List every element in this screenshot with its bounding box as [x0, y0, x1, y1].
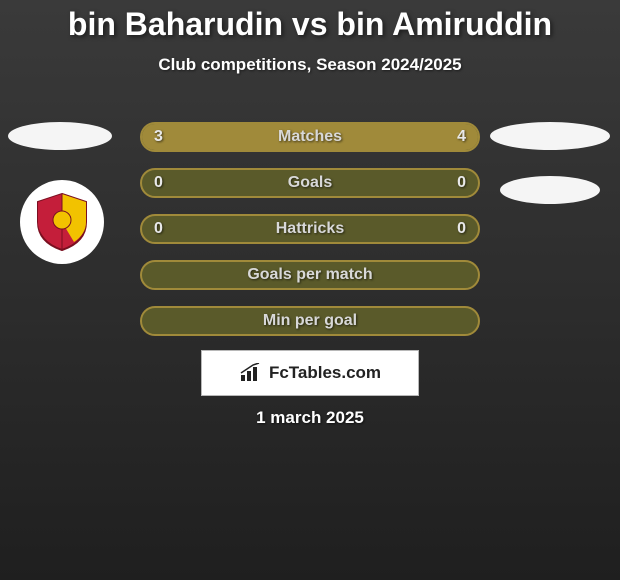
stat-bars: 34Matches 00Goals 00Hattricks Goals per mat… — [140, 122, 480, 352]
subtitle: Club competitions, Season 2024/2025 — [0, 55, 620, 75]
brand-badge: FcTables.com — [201, 350, 419, 396]
stat-bar: Min per goal — [140, 306, 480, 336]
club-oval-right-1 — [490, 122, 610, 150]
stat-bar: 00Goals — [140, 168, 480, 198]
stat-bar: 00Hattricks — [140, 214, 480, 244]
bar-label: Matches — [142, 124, 478, 150]
shield-icon — [30, 190, 94, 254]
comparison-infographic: bin Baharudin vs bin Amiruddin Club comp… — [0, 0, 620, 580]
bar-label: Goals per match — [142, 262, 478, 288]
club-oval-left-1 — [8, 122, 112, 150]
bar-chart-icon — [239, 363, 263, 383]
page-title: bin Baharudin vs bin Amiruddin — [0, 0, 620, 43]
bar-label: Hattricks — [142, 216, 478, 242]
bar-label: Min per goal — [142, 308, 478, 334]
brand-text: FcTables.com — [269, 363, 381, 383]
bar-label: Goals — [142, 170, 478, 196]
stat-bar: Goals per match — [140, 260, 480, 290]
club-oval-right-2 — [500, 176, 600, 204]
stat-bar: 34Matches — [140, 122, 480, 152]
club-crest-left — [20, 180, 104, 264]
date-label: 1 march 2025 — [0, 408, 620, 428]
